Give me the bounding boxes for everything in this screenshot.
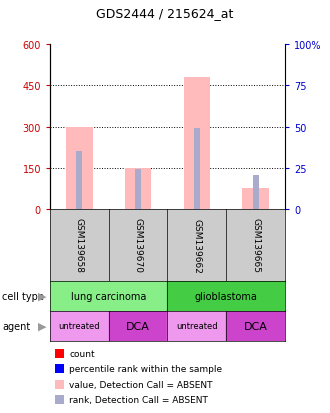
- Text: value, Detection Call = ABSENT: value, Detection Call = ABSENT: [69, 380, 213, 389]
- Bar: [109, 311, 168, 341]
- Text: GSM139658: GSM139658: [75, 218, 84, 273]
- Text: agent: agent: [2, 321, 30, 331]
- Bar: [168, 311, 226, 341]
- Text: GSM139665: GSM139665: [251, 218, 260, 273]
- Bar: [66, 127, 93, 209]
- Bar: [243, 189, 269, 209]
- Bar: [135, 170, 141, 209]
- Bar: [226, 311, 285, 341]
- Text: rank, Detection Call = ABSENT: rank, Detection Call = ABSENT: [69, 396, 208, 404]
- Text: DCA: DCA: [244, 321, 268, 331]
- Bar: [194, 128, 200, 209]
- Text: DCA: DCA: [126, 321, 150, 331]
- Text: count: count: [69, 349, 95, 358]
- Bar: [125, 169, 151, 209]
- Bar: [253, 175, 259, 209]
- Bar: [168, 281, 285, 311]
- Bar: [184, 78, 210, 209]
- Text: glioblastoma: glioblastoma: [195, 291, 258, 301]
- Text: lung carcinoma: lung carcinoma: [71, 291, 147, 301]
- Bar: [77, 152, 82, 209]
- Text: GSM139670: GSM139670: [134, 218, 143, 273]
- Text: cell type: cell type: [2, 291, 44, 301]
- Text: GDS2444 / 215624_at: GDS2444 / 215624_at: [96, 7, 234, 20]
- Text: GSM139662: GSM139662: [192, 218, 201, 273]
- Text: untreated: untreated: [176, 322, 218, 331]
- Text: untreated: untreated: [58, 322, 100, 331]
- Bar: [50, 311, 109, 341]
- Text: percentile rank within the sample: percentile rank within the sample: [69, 365, 222, 373]
- Text: ▶: ▶: [38, 321, 46, 331]
- Text: ▶: ▶: [38, 291, 46, 301]
- Bar: [50, 281, 168, 311]
